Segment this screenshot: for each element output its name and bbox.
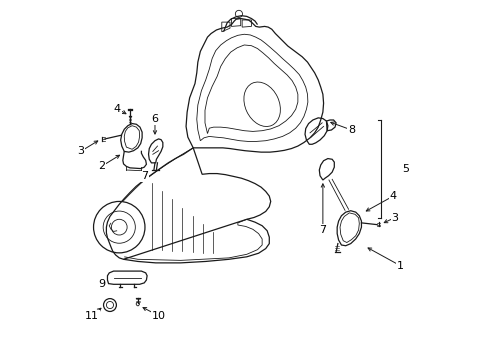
Text: 10: 10	[151, 311, 166, 321]
Text: 5: 5	[402, 164, 409, 174]
Text: 9: 9	[98, 279, 105, 289]
Text: 7: 7	[141, 171, 148, 181]
Text: 11: 11	[85, 311, 99, 321]
Text: 5: 5	[402, 164, 409, 174]
Text: 4: 4	[390, 191, 397, 201]
Text: 1: 1	[397, 261, 404, 271]
Text: 8: 8	[348, 125, 355, 135]
Text: 4: 4	[114, 104, 121, 113]
Text: 3: 3	[392, 212, 398, 222]
Text: 6: 6	[151, 114, 158, 124]
Text: 2: 2	[98, 161, 105, 171]
Text: 3: 3	[77, 147, 84, 157]
Text: 7: 7	[319, 225, 326, 235]
